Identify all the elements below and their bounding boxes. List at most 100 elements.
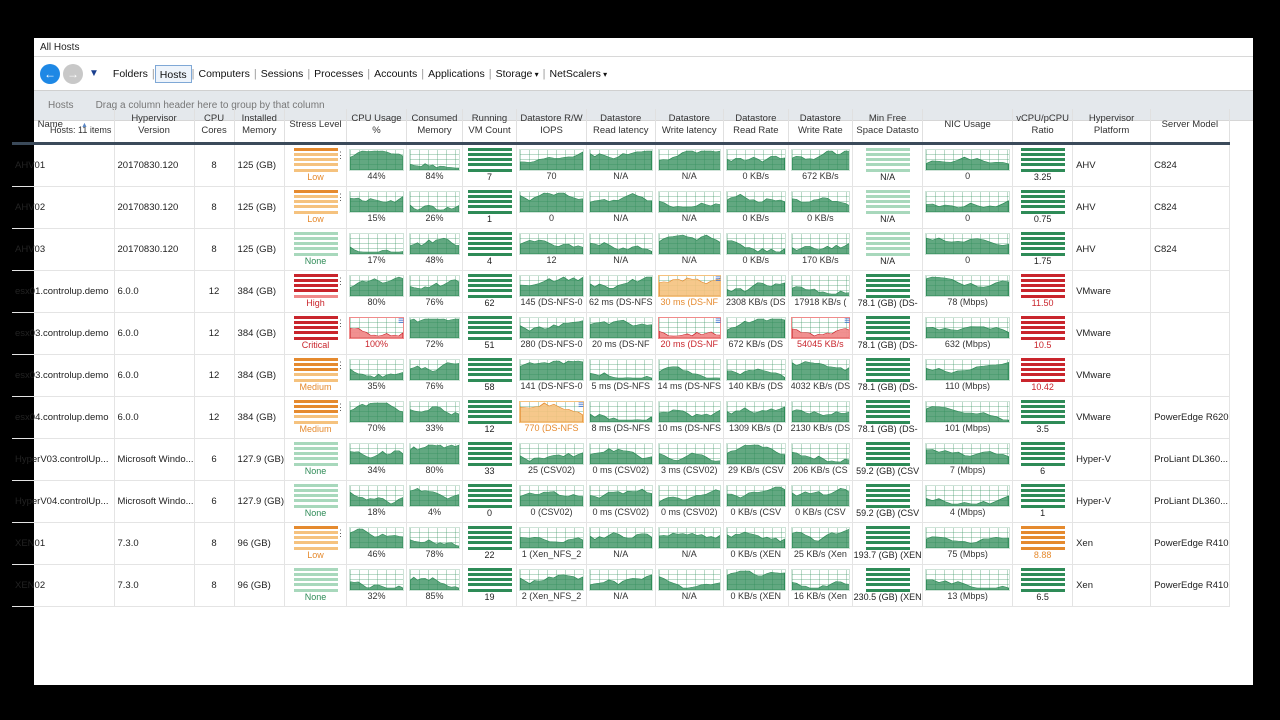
sparkline-cell: 2130 KB/s (DS xyxy=(789,398,852,436)
sparkline-cell: 145 (DS-NFS-0 xyxy=(517,272,586,310)
more-options-icon[interactable]: ⋮ xyxy=(336,275,345,286)
sparkline-cell: 80% xyxy=(407,440,462,478)
navigation-bar: ← → ▼ Folders | Hosts | Computers | Sessions | P… xyxy=(34,57,1253,91)
vcpu-ratio-bars xyxy=(1020,273,1065,298)
cell-ds-read-lat: 20 ms (DS-NF xyxy=(586,312,656,355)
cell-vm-count: 22 xyxy=(462,522,517,565)
more-options-icon[interactable]: ⋮ xyxy=(336,191,345,202)
more-options-icon[interactable]: ⋮ xyxy=(336,317,345,328)
sparkline-chart xyxy=(589,527,653,549)
nav-tab-accounts[interactable]: Accounts xyxy=(370,65,421,83)
nav-tab-netscalers[interactable]: NetScalers ▾ xyxy=(546,65,612,83)
sparkline-value: 672 KB/s (DS xyxy=(728,339,784,349)
nav-tab-computers[interactable]: Computers xyxy=(194,65,253,83)
table-row[interactable]: XEN02 7.3.0 8 96 (GB) None 32% 85% 19 2 (Xen_NFS… xyxy=(12,564,1230,607)
table-row[interactable]: esx03.controlup.demo 6.0.0 12 384 (GB) Mediu… xyxy=(12,354,1230,397)
cell-stress: Low ⋮ xyxy=(284,186,347,229)
column-header-consumed-mem[interactable]: Consumed Memory xyxy=(406,109,463,145)
sparkline-chart xyxy=(589,401,653,423)
column-header-cpu-usage[interactable]: CPU Usage % xyxy=(346,109,407,145)
sort-ascending-icon[interactable]: ▲ xyxy=(80,121,88,129)
cell-value: 0 xyxy=(486,507,492,518)
cell-text: 8 xyxy=(211,201,217,213)
nav-tab-applications[interactable]: Applications xyxy=(424,65,489,83)
column-header-name[interactable]: Name ▲ xyxy=(12,109,115,145)
more-options-icon[interactable]: ⋮ xyxy=(336,149,345,160)
column-header-cpu-cores[interactable]: CPU Cores xyxy=(194,109,235,145)
cell-model: C824 xyxy=(1150,186,1230,229)
sparkline-cell: 72% xyxy=(407,314,462,352)
chevron-down-icon[interactable]: ▾ xyxy=(532,69,539,79)
more-options-icon[interactable]: ⋮ xyxy=(336,359,345,370)
cell-platform: VMware xyxy=(1072,312,1152,355)
cell-ds-read-lat: N/A xyxy=(586,186,656,229)
details-menu-icon[interactable]: ≡ xyxy=(844,316,851,327)
vm-count-indicator: 12 xyxy=(463,399,516,438)
sparkline-chart xyxy=(657,275,722,297)
stress-level-bars xyxy=(293,525,338,550)
cell-ds-write-lat: 10 ms (DS-NFS xyxy=(655,396,725,439)
more-options-icon[interactable]: ⋮ xyxy=(336,527,345,538)
table-row[interactable]: HyperV03.controlUp... Microsoft Windo... 6… xyxy=(12,438,1230,481)
group-bar-label: Hosts xyxy=(48,100,74,111)
column-header-ds-write-rate[interactable]: Datastore Write Rate xyxy=(788,109,854,145)
table-row[interactable]: esx03.controlup.demo 6.0.0 12 384 (GB) Criti… xyxy=(12,312,1230,355)
table-row[interactable]: AHV03 20170830.120 8 125 (GB) None 17% 48% 4 12 N… xyxy=(12,228,1230,271)
nav-tab-folders[interactable]: Folders xyxy=(109,65,152,83)
column-header-ds-iops[interactable]: Datastore R/W IOPS xyxy=(516,109,587,145)
sparkline-value: 34% xyxy=(367,465,386,475)
nav-tab-storage[interactable]: Storage ▾ xyxy=(492,65,543,83)
sparkline-value: N/A xyxy=(681,171,697,181)
table-row[interactable]: esx01.controlup.demo 6.0.0 12 384 (GB) High ⋮… xyxy=(12,270,1230,313)
table-row[interactable]: AHV02 20170830.120 8 125 (GB) Low ⋮ 15% 26% 1 0 N/… xyxy=(12,186,1230,229)
column-header-nic[interactable]: NIC Usage xyxy=(922,109,1014,145)
details-menu-icon[interactable]: ≡ xyxy=(715,316,722,327)
column-header-min-free[interactable]: Min Free Space Datasto xyxy=(852,109,924,145)
vcpu-ratio-bars xyxy=(1020,525,1065,550)
details-menu-icon[interactable]: ≡ xyxy=(715,274,722,285)
column-header-vm-count[interactable]: Running VM Count xyxy=(462,109,517,145)
column-header-vcpu[interactable]: vCPU/pCPU Ratio xyxy=(1012,109,1074,145)
column-header-hv-version[interactable]: Hypervisor Version xyxy=(114,109,195,145)
nav-tab-sessions[interactable]: Sessions xyxy=(257,65,308,83)
sparkline-value: 280 (DS-NFS-0 xyxy=(520,339,583,349)
cell-value: N/A xyxy=(880,171,896,182)
cell-ds-iops: 2 (Xen_NFS_2 xyxy=(516,564,587,607)
table-row[interactable]: esx04.controlup.demo 6.0.0 12 384 (GB) Mediu… xyxy=(12,396,1230,439)
column-header-ds-write-lat[interactable]: Datastore Write latency xyxy=(655,109,725,145)
column-header-platform[interactable]: Hypervisor Platform xyxy=(1072,109,1152,145)
column-header-label: Installed Memory xyxy=(241,113,277,137)
details-menu-icon[interactable]: ≡ xyxy=(398,316,404,327)
sparkline-chart xyxy=(790,485,851,507)
sparkline-chart xyxy=(349,569,404,591)
group-bar-hint: Drag a column header here to group by th… xyxy=(95,100,325,111)
sparkline-chart xyxy=(349,317,404,339)
cell-text: Xen xyxy=(1076,579,1093,591)
history-dropdown-icon[interactable]: ▼ xyxy=(89,68,99,79)
cell-platform: VMware xyxy=(1072,354,1152,397)
details-menu-icon[interactable]: ≡ xyxy=(578,400,584,411)
table-row[interactable]: XEN01 7.3.0 8 96 (GB) Low ⋮ 46% 78% 22 1 (Xen_NFS… xyxy=(12,522,1230,565)
sparkline-cell: 13 (Mbps) xyxy=(923,566,1012,604)
sparkline-cell: 8 ms (DS-NFS xyxy=(587,398,654,436)
column-header-ds-read-rate[interactable]: Datastore Read Rate xyxy=(723,109,789,145)
forward-arrow-icon[interactable]: → xyxy=(63,63,83,84)
table-row[interactable]: HyperV04.controlUp... Microsoft Windo... 6… xyxy=(12,480,1230,523)
sparkline-chart xyxy=(519,317,584,339)
back-arrow-icon[interactable]: ← xyxy=(40,63,60,84)
column-header-ds-read-lat[interactable]: Datastore Read latency xyxy=(586,109,656,145)
column-header-stress[interactable]: Stress Level xyxy=(284,109,347,145)
cell-ds-write-rate: 16 KB/s (Xen xyxy=(788,564,854,607)
chevron-down-icon[interactable]: ▾ xyxy=(600,69,608,79)
more-options-icon[interactable]: ⋮ xyxy=(336,401,345,412)
sparkline-chart xyxy=(925,569,1011,591)
stress-level-label: None xyxy=(304,255,327,266)
table-row[interactable]: AHV01 20170830.120 8 125 (GB) Low ⋮ 44% 84% 7 70 N… xyxy=(12,143,1230,187)
cell-ds-write-lat: N/A xyxy=(655,564,725,607)
column-header-memory[interactable]: Installed Memory xyxy=(234,109,286,145)
nav-tab-processes[interactable]: Processes xyxy=(310,65,367,83)
sparkline-chart xyxy=(726,317,786,339)
nav-tab-hosts[interactable]: Hosts xyxy=(154,64,192,83)
vcpu-ratio-bars xyxy=(1020,231,1065,256)
column-header-model[interactable]: Server Model xyxy=(1150,109,1230,145)
